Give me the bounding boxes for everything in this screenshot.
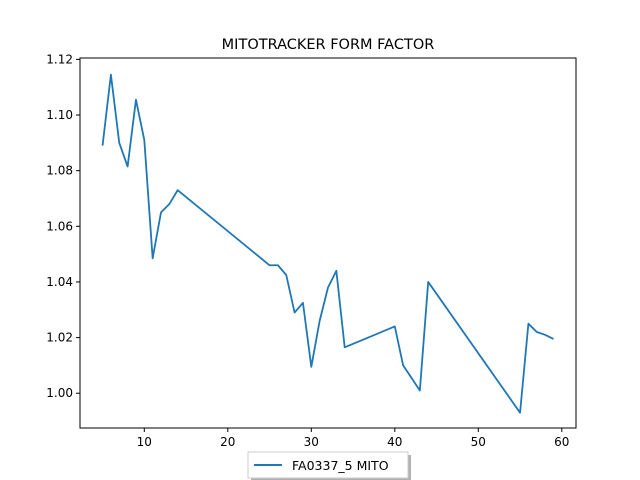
data-point [127, 166, 129, 168]
y-axis: 1.00 1.02 1.04 1.06 1.08 1.10 1.12 [46, 52, 80, 400]
data-point [177, 189, 179, 191]
data-point [310, 366, 312, 368]
data-point [319, 320, 321, 322]
data-point [402, 364, 404, 366]
y-tick-label: 1.12 [46, 52, 73, 66]
x-tick-label: 50 [471, 435, 486, 449]
x-tick-label: 10 [137, 435, 152, 449]
data-point [269, 264, 271, 266]
plot-area [80, 58, 576, 428]
data-point [294, 312, 296, 314]
x-tick-label: 20 [220, 435, 235, 449]
series-line [101, 73, 554, 414]
y-tick-label: 1.06 [46, 219, 73, 233]
x-tick-label: 60 [554, 435, 569, 449]
chart-title: MITOTRACKER FORM FACTOR [222, 37, 435, 53]
legend-label: FA0337_5 MITO [292, 458, 389, 473]
data-point [327, 287, 329, 289]
data-point [102, 145, 104, 147]
data-point [118, 142, 120, 144]
series-layer [101, 73, 554, 414]
y-tick-label: 1.10 [46, 108, 73, 122]
y-tick-label: 1.00 [46, 386, 73, 400]
data-point [160, 211, 162, 213]
plot-frame [79, 57, 577, 429]
data-point [527, 323, 529, 325]
legend: FA0337_5 MITO [247, 451, 411, 480]
data-point [552, 338, 554, 340]
data-point [394, 325, 396, 327]
data-point [344, 346, 346, 348]
data-point [143, 139, 145, 141]
data-point [544, 334, 546, 336]
y-tick-label: 1.08 [46, 164, 73, 178]
data-point [536, 331, 538, 333]
data-point [419, 389, 421, 391]
data-point [519, 412, 521, 414]
data-point [152, 257, 154, 259]
x-tick-label: 30 [304, 435, 319, 449]
y-tick-label: 1.02 [46, 331, 73, 345]
x-tick-label: 40 [387, 435, 402, 449]
data-point [335, 270, 337, 272]
data-point [427, 281, 429, 283]
data-point [277, 264, 279, 266]
data-point [168, 203, 170, 205]
data-point [135, 99, 137, 101]
y-tick-label: 1.04 [46, 275, 73, 289]
data-point [285, 274, 287, 276]
x-axis: 10 20 30 40 50 60 [137, 428, 569, 449]
data-point [110, 74, 112, 76]
data-point [302, 302, 304, 304]
